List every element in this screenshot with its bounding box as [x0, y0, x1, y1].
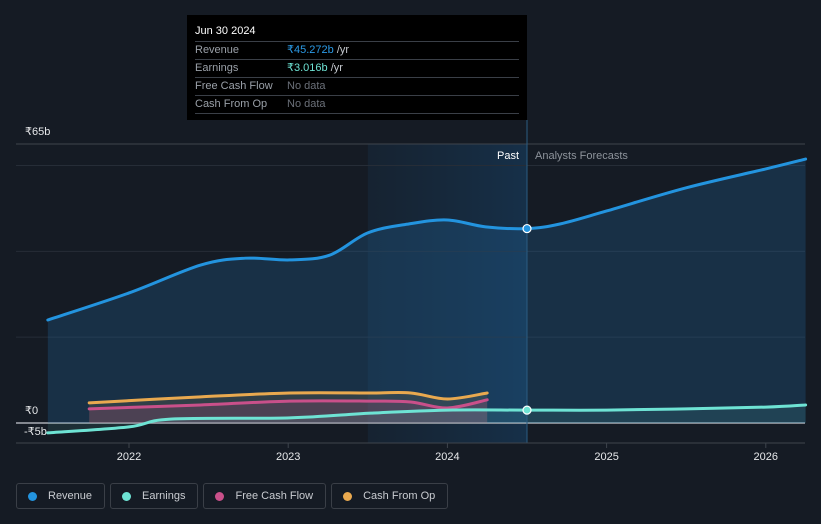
- tooltip-row-cfo: Cash From Op No data: [195, 96, 519, 114]
- x-tick-label: 2025: [594, 451, 619, 463]
- legend-label: Revenue: [48, 490, 93, 502]
- x-tick-label: 2023: [275, 451, 301, 463]
- tooltip-label: Cash From Op: [195, 98, 268, 110]
- earnings-area: [47, 404, 806, 433]
- cash-from-op-line: [87, 391, 489, 405]
- earnings-dot-icon: [122, 491, 132, 501]
- tooltip-label: Revenue: [195, 44, 240, 56]
- tooltip-value: No data: [287, 80, 326, 92]
- tooltip: Jun 30 2024 Revenue ₹45.272b /yr Earning…: [187, 15, 527, 120]
- y-tick-label: ₹65b: [25, 126, 51, 138]
- highlight-markers: [522, 223, 532, 415]
- tooltip-row-revenue: Revenue ₹45.272b /yr: [195, 42, 519, 60]
- series-lines: [46, 157, 808, 435]
- revenue-highlight-point: [522, 223, 532, 234]
- y-tick-label: ₹0: [25, 405, 39, 417]
- legend: Revenue Earnings Free Cash Flow Cash Fro…: [16, 483, 449, 509]
- tooltip-unit: /yr: [333, 44, 350, 56]
- legend-label: Earnings: [142, 490, 186, 502]
- tooltip-value: ₹45.272b: [287, 44, 334, 56]
- tooltip-row-earnings: Earnings ₹3.016b /yr: [195, 60, 519, 78]
- revenue-dot-icon: [28, 491, 37, 501]
- legend-item-cash-from-op[interactable]: Cash From Op: [331, 483, 449, 509]
- x-tick-label: 2024: [435, 451, 460, 463]
- legend-label: Free Cash Flow: [235, 490, 314, 502]
- legend-label: Cash From Op: [363, 490, 436, 502]
- earnings-line: [46, 403, 808, 435]
- past-label: Past: [497, 150, 520, 162]
- x-axis-ticks: [16, 442, 805, 448]
- forecast-label: Analysts Forecasts: [535, 150, 628, 162]
- x-tick-label: 2022: [116, 451, 142, 463]
- cash-from-op-dot-icon: [343, 491, 353, 501]
- tooltip-label: Free Cash Flow: [195, 80, 273, 92]
- tooltip-date: Jun 30 2024: [195, 23, 519, 42]
- revenue-area: [47, 159, 806, 424]
- tooltip-unit: /yr: [327, 62, 343, 74]
- x-tick-label: 2026: [753, 451, 779, 463]
- y-tick-label: -₹5b: [24, 426, 47, 438]
- tooltip-row-fcf: Free Cash Flow No data: [195, 78, 519, 96]
- revenue-line: [46, 157, 808, 322]
- legend-item-revenue[interactable]: Revenue: [16, 483, 106, 509]
- gridlines: [16, 143, 805, 424]
- tooltip-value: ₹3.016b: [287, 62, 328, 74]
- tooltip-label: Earnings: [195, 62, 239, 74]
- legend-item-free-cash-flow[interactable]: Free Cash Flow: [203, 483, 327, 509]
- tooltip-value: No data: [287, 98, 326, 110]
- free-cash-flow-line: [87, 398, 489, 411]
- legend-item-earnings[interactable]: Earnings: [110, 483, 199, 509]
- free-cash-flow-dot-icon: [215, 491, 225, 501]
- earnings-highlight-point: [522, 405, 532, 415]
